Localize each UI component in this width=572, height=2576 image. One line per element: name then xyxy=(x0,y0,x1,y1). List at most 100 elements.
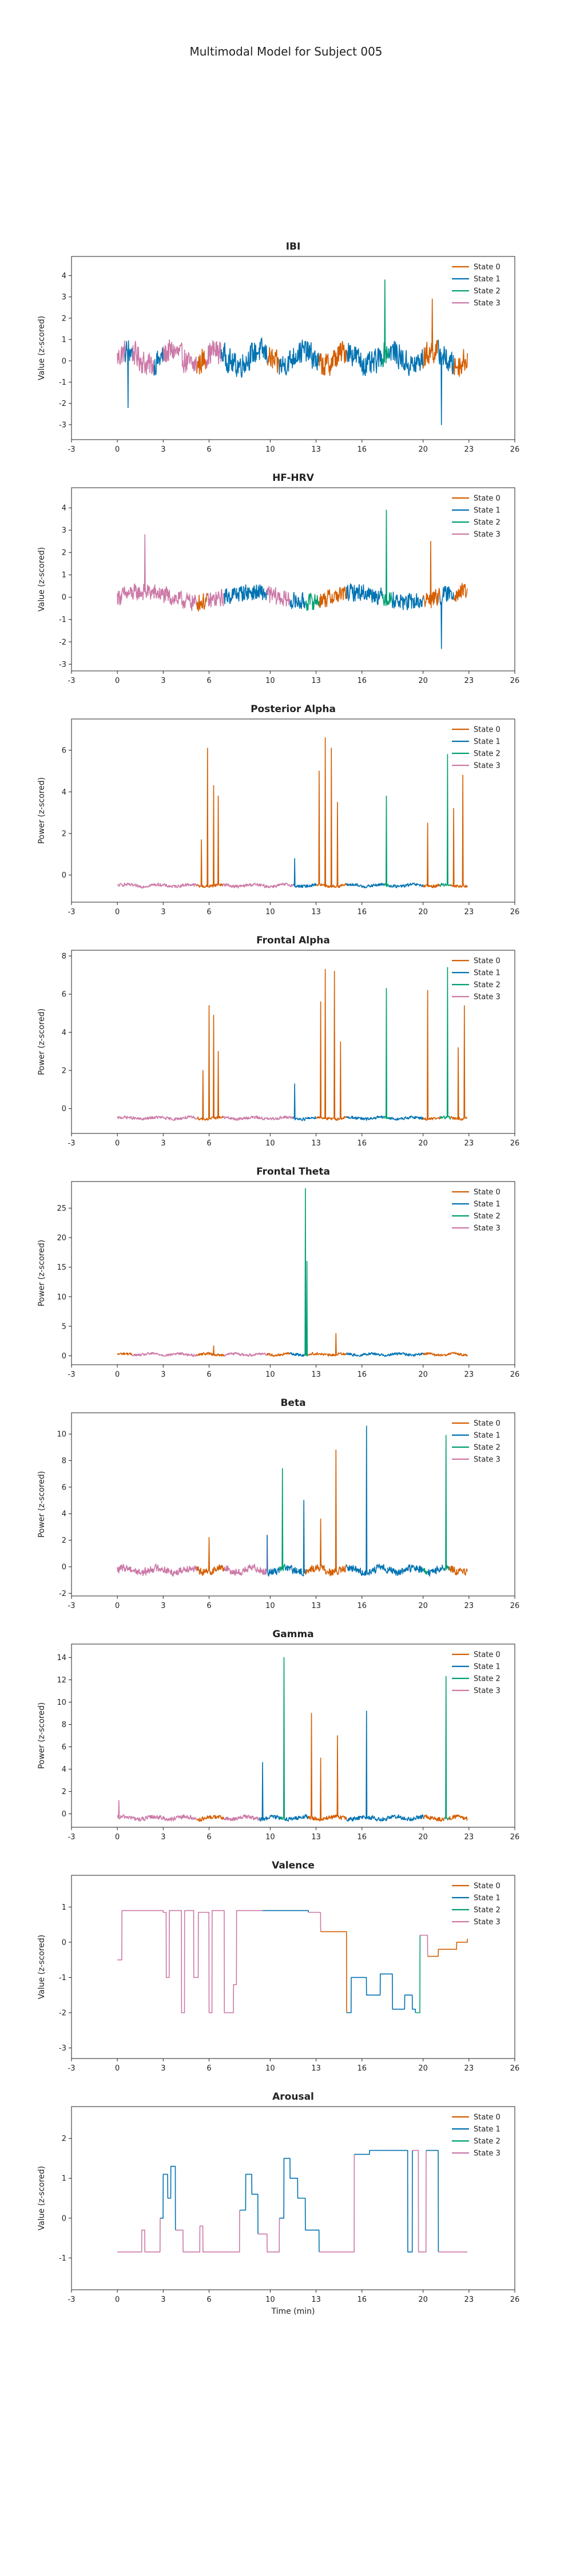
state-2-series-line xyxy=(280,1657,286,1821)
legend-entry-label: State 3 xyxy=(474,2150,500,2158)
state-3-series-line xyxy=(420,1934,428,1957)
y-tick-label: 3 xyxy=(62,293,66,302)
y-tick-label: 12 xyxy=(57,1676,66,1685)
state-0-series-line xyxy=(196,592,208,612)
y-tick-label: 2 xyxy=(62,549,66,558)
x-tick-label: 26 xyxy=(510,2064,520,2073)
state-0-series-line xyxy=(196,349,206,374)
state-0-series-line xyxy=(117,1352,133,1356)
legend-entry-label: State 0 xyxy=(474,2113,500,2122)
x-tick-label: 0 xyxy=(115,2296,120,2304)
x-tick-label: 0 xyxy=(115,2064,120,2073)
y-tick-label: -1 xyxy=(59,1974,66,1982)
legend-entry-label: State 3 xyxy=(474,531,500,539)
legend-entry-label: State 3 xyxy=(474,762,500,771)
legend-entry-label: State 3 xyxy=(474,1224,500,1233)
y-axis-label: Power (z-scored) xyxy=(37,1471,46,1538)
state-0-series-line xyxy=(422,1352,468,1357)
state-1-series-line xyxy=(346,1425,424,1577)
x-tick-label: 16 xyxy=(357,1602,367,1610)
y-tick-label: -2 xyxy=(59,638,66,647)
subplot-title: Frontal Theta xyxy=(256,1166,330,1178)
subplot-title: Posterior Alpha xyxy=(251,704,336,715)
y-tick-label: 2 xyxy=(62,1788,66,1796)
y-tick-label: 3 xyxy=(62,527,66,535)
legend-entry-label: State 2 xyxy=(474,750,500,758)
state-2-series-line xyxy=(444,1676,450,1820)
state-2-series-line xyxy=(439,754,451,887)
state-1-series-line xyxy=(346,1710,424,1822)
legend-entry-label: State 0 xyxy=(474,957,500,966)
y-tick-label: 0 xyxy=(62,1105,66,1113)
state-3-series-line xyxy=(222,882,293,889)
x-tick-label: -3 xyxy=(68,1139,76,1148)
state-1-series-line xyxy=(346,1115,384,1121)
y-tick-label: -2 xyxy=(59,400,66,408)
state-0-series-line xyxy=(450,1005,468,1121)
y-tick-label: 6 xyxy=(62,1743,66,1752)
x-tick-label: 23 xyxy=(464,2296,474,2304)
x-tick-label: 20 xyxy=(418,1139,428,1148)
x-tick-label: 26 xyxy=(510,2296,520,2304)
state-1-series-line xyxy=(263,1910,309,1913)
plot-frame xyxy=(71,1412,515,1597)
state-3-series-line xyxy=(132,1352,197,1357)
state-1-series-line xyxy=(259,1762,281,1822)
state-0-series-line xyxy=(448,1814,468,1821)
x-tick-label: 23 xyxy=(464,2064,474,2073)
x-tick-label: 0 xyxy=(115,1602,120,1610)
x-tick-label: 26 xyxy=(510,1370,520,1379)
x-tick-label: 10 xyxy=(265,1370,275,1379)
x-tick-label: 3 xyxy=(161,908,165,916)
y-axis-label: Value (z-scored) xyxy=(37,1935,46,2000)
state-3-series-line xyxy=(162,339,197,374)
state-1-series-line xyxy=(346,342,383,376)
legend-entry-label: State 0 xyxy=(474,1651,500,1660)
y-tick-label: 2 xyxy=(62,830,66,839)
state-1-series-line xyxy=(439,586,454,649)
state-0-series-line xyxy=(423,1814,445,1822)
state-1-series-line xyxy=(346,1352,424,1357)
legend-box xyxy=(448,1416,513,1467)
y-tick-label: 2 xyxy=(62,1067,66,1076)
state-3-series-line xyxy=(205,340,222,369)
y-tick-label: -3 xyxy=(59,661,66,669)
x-tick-label: 10 xyxy=(265,1833,275,1842)
plot-frame xyxy=(71,1875,515,2059)
legend-entry-label: State 2 xyxy=(474,1444,500,1452)
x-tick-label: 6 xyxy=(206,2064,211,2073)
state-3-series-line xyxy=(117,1800,197,1822)
x-tick-label: 16 xyxy=(357,1833,367,1842)
x-tick-label: 13 xyxy=(311,1833,321,1842)
legend-entry-label: State 2 xyxy=(474,2138,500,2146)
state-1-series-line xyxy=(224,584,268,605)
legend-box xyxy=(448,2110,513,2160)
y-tick-label: 2 xyxy=(62,1536,66,1545)
x-tick-label: 16 xyxy=(357,677,367,685)
legend-entry-label: State 1 xyxy=(474,1663,500,1672)
x-tick-label: 16 xyxy=(357,908,367,916)
state-1-series-line xyxy=(389,1115,424,1121)
x-tick-label: 23 xyxy=(464,908,474,916)
x-tick-label: 26 xyxy=(510,677,520,685)
y-tick-label: 4 xyxy=(62,1029,66,1037)
x-tick-label: -3 xyxy=(68,2296,76,2304)
x-tick-label: 3 xyxy=(161,1139,165,1148)
x-tick-label: 13 xyxy=(311,1370,321,1379)
state-3-series-line xyxy=(224,1535,268,1576)
x-tick-label: 0 xyxy=(115,1833,120,1842)
y-tick-label: 1 xyxy=(62,2175,66,2183)
y-tick-label: 1 xyxy=(62,1903,66,1912)
x-tick-label: 13 xyxy=(311,677,321,685)
x-tick-label: 10 xyxy=(265,677,275,685)
state-3-series-line xyxy=(267,586,291,607)
subplot-title: IBI xyxy=(286,241,301,252)
state-0-series-line xyxy=(427,1938,468,1957)
state-0-series-line xyxy=(267,346,280,375)
legend-entry-label: State 3 xyxy=(474,993,500,1002)
y-tick-label: 0 xyxy=(62,871,66,880)
legend-entry-label: State 1 xyxy=(474,1432,500,1440)
x-tick-label: 20 xyxy=(418,908,428,916)
y-tick-label: 10 xyxy=(57,1293,66,1302)
y-tick-label: 14 xyxy=(57,1654,66,1662)
